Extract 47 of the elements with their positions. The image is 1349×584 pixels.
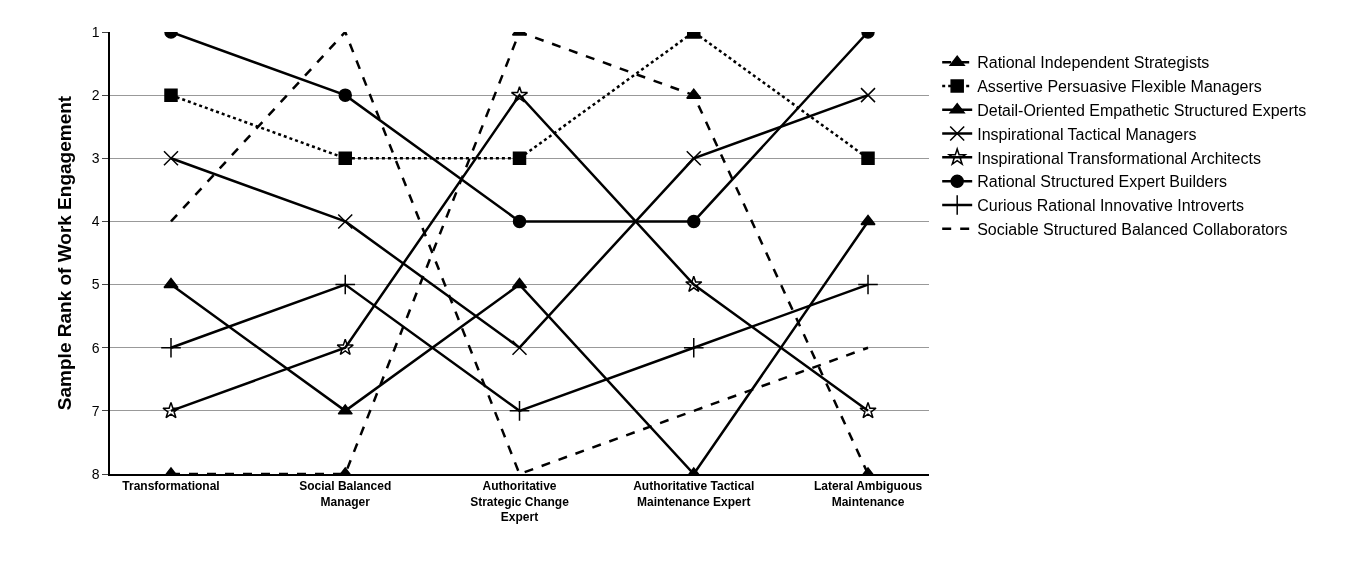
point xyxy=(508,400,531,422)
point xyxy=(685,275,703,293)
point xyxy=(687,214,701,229)
point xyxy=(511,277,528,289)
y-axis-title: Sample Rank of Work Engagement xyxy=(54,95,75,411)
x-tick-label: Authoritative Tactical Maintenance Expert xyxy=(633,479,755,509)
point xyxy=(162,401,180,419)
point xyxy=(510,85,529,103)
x-tick-label: Social Balanced Manager xyxy=(299,479,392,509)
y-tick-label: 3 xyxy=(91,150,100,167)
y-tick-label: 4 xyxy=(91,213,100,230)
point xyxy=(338,88,352,102)
point xyxy=(857,274,879,296)
point xyxy=(164,88,178,102)
point xyxy=(337,213,353,230)
x-tick-label: Transformational xyxy=(122,479,220,494)
point xyxy=(512,151,527,166)
point xyxy=(511,339,528,356)
legend-label: Curious Rational Innovative Introverts xyxy=(977,197,1244,215)
point xyxy=(860,214,876,226)
point xyxy=(860,87,876,103)
legend-label: Sociable Structured Balanced Collaborators xyxy=(977,221,1288,238)
point xyxy=(334,274,356,296)
point xyxy=(512,214,527,229)
y-tick-label: 5 xyxy=(91,276,100,293)
point xyxy=(859,401,877,419)
legend-label: Inspirational Tactical Managers xyxy=(977,125,1197,143)
legend-label: Detail-Oriented Empathetic Structured Experts xyxy=(977,102,1307,119)
legend-label: Rational Independent Strategists xyxy=(977,54,1210,72)
y-tick-label: 1 xyxy=(91,23,100,40)
y-tick-label: 8 xyxy=(91,465,100,482)
point xyxy=(338,151,352,166)
y-tick-label: 6 xyxy=(91,339,100,356)
y-tick-label: 7 xyxy=(91,402,100,419)
x-tick-label: Lateral Ambiguous Maintenance xyxy=(813,479,923,509)
point xyxy=(163,150,179,167)
legend-label: Rational Structured Expert Builders xyxy=(977,173,1228,191)
point xyxy=(686,150,702,167)
x-tick-label: Authoritative Strategic Change Expert xyxy=(470,479,570,525)
point xyxy=(336,338,354,356)
point xyxy=(160,337,182,359)
point xyxy=(861,151,875,166)
legend-label: Inspirational Transformational Architects xyxy=(977,149,1261,167)
y-tick-label: 2 xyxy=(91,87,100,104)
point xyxy=(683,337,705,359)
legend-label: Assertive Persuasive Flexible Managers xyxy=(977,78,1262,96)
point xyxy=(163,277,179,289)
